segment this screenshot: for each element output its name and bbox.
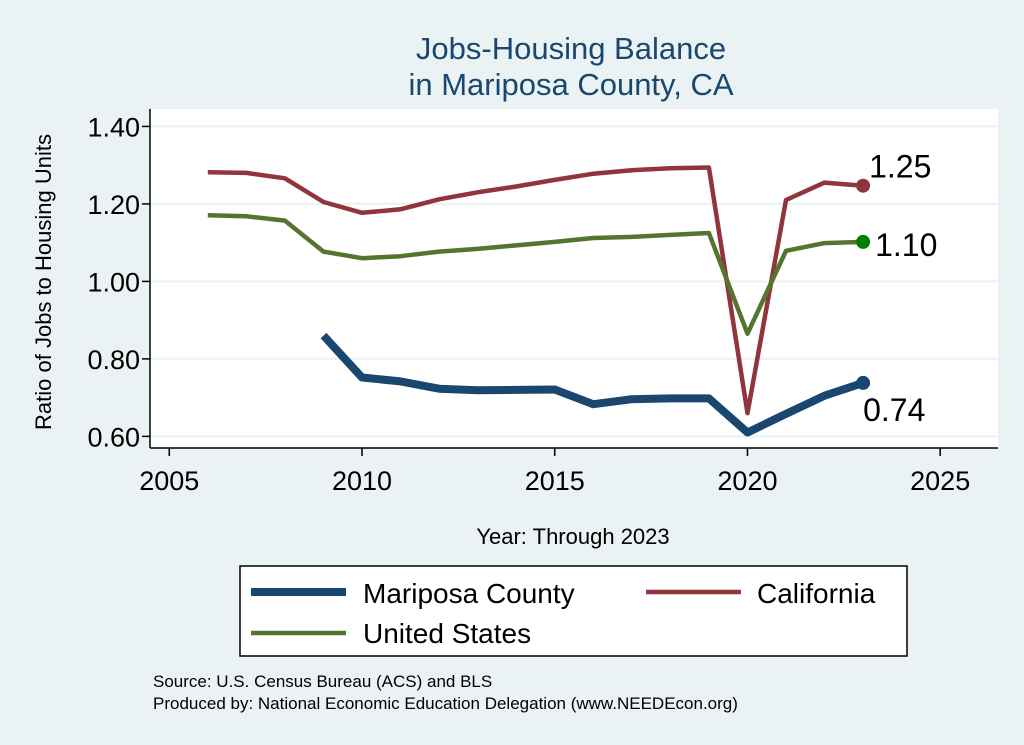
end-labels: 0.74 1.25 1.10 xyxy=(856,149,937,428)
legend-label-california: California xyxy=(757,578,876,609)
series-line-california xyxy=(207,165,864,416)
y-tick-label: 0.60 xyxy=(87,422,140,452)
end-label-california: 1.25 xyxy=(869,149,931,185)
series-lines xyxy=(207,165,865,437)
x-tick-label: 2005 xyxy=(139,466,199,496)
x-tick-label: 2010 xyxy=(332,466,392,496)
series-line-united-states xyxy=(207,212,864,336)
gridlines xyxy=(150,125,998,438)
legend-label-mariposa: Mariposa County xyxy=(363,578,575,609)
series-line-mariposa xyxy=(320,332,865,437)
end-label-mariposa: 0.74 xyxy=(863,392,925,428)
x-axis-title: Year: Through 2023 xyxy=(476,524,669,549)
y-tick-label: 1.00 xyxy=(87,267,140,297)
end-marker-california xyxy=(856,178,871,193)
source-line-2: Produced by: National Economic Education… xyxy=(153,694,738,713)
y-axis-title: Ratio of Jobs to Housing Units xyxy=(31,134,56,430)
chart-title-line-2: in Mariposa County, CA xyxy=(408,67,733,102)
chart-title-line-1: Jobs-Housing Balance xyxy=(416,31,726,66)
legend-box xyxy=(239,565,908,657)
end-marker-united-states xyxy=(856,234,871,249)
end-label-united-states: 1.10 xyxy=(875,227,937,263)
x-tick-label: 2015 xyxy=(525,466,585,496)
axes: 0.60 0.80 1.00 1.20 1.40 2005 2010 2015 2020 2025 xyxy=(87,109,998,496)
x-tick-label: 2020 xyxy=(717,466,777,496)
end-marker-mariposa xyxy=(856,375,871,390)
source-line-1: Source: U.S. Census Bureau (ACS) and BLS xyxy=(153,672,492,691)
y-tick-label: 1.40 xyxy=(87,112,140,142)
plot-area xyxy=(150,109,998,448)
x-tick-label: 2025 xyxy=(910,466,970,496)
legend-label-united-states: United States xyxy=(363,618,531,649)
legend: Mariposa County California United States xyxy=(239,565,908,657)
y-tick-label: 0.80 xyxy=(87,345,140,375)
y-tick-label: 1.20 xyxy=(87,190,140,220)
